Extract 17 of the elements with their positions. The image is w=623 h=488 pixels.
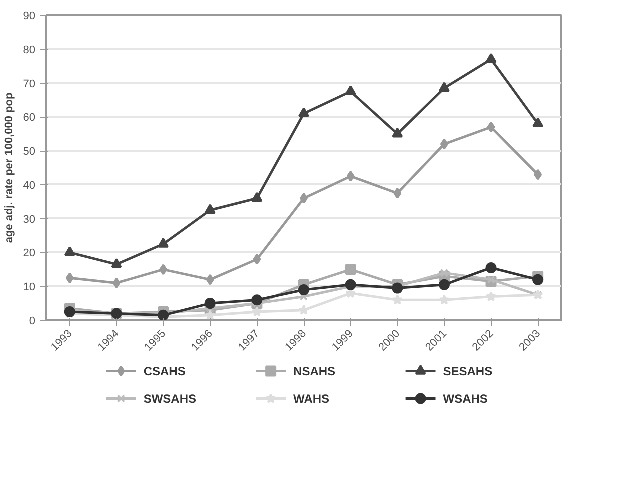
legend-label: SESAHS xyxy=(443,364,493,378)
y-tick-label: 60 xyxy=(23,112,36,124)
legend-label: SWSAHS xyxy=(144,392,196,406)
y-tick-label: 40 xyxy=(23,180,36,192)
y-tick-label: 10 xyxy=(23,282,36,294)
y-tick-label: 70 xyxy=(23,78,36,90)
y-axis-title: age adj. rate per 100,000 pop xyxy=(3,92,16,244)
y-tick-label: 30 xyxy=(23,214,36,226)
y-tick-label: 20 xyxy=(23,248,36,260)
legend-label: WSAHS xyxy=(443,392,488,406)
y-tick-label: 50 xyxy=(23,146,36,158)
legend-label: CSAHS xyxy=(144,364,186,378)
y-tick-label: 0 xyxy=(29,316,36,328)
legend-label: NSAHS xyxy=(294,364,336,378)
y-tick-label: 90 xyxy=(23,10,36,22)
legend-label: WAHS xyxy=(294,392,330,406)
y-tick-label: 80 xyxy=(23,44,36,56)
